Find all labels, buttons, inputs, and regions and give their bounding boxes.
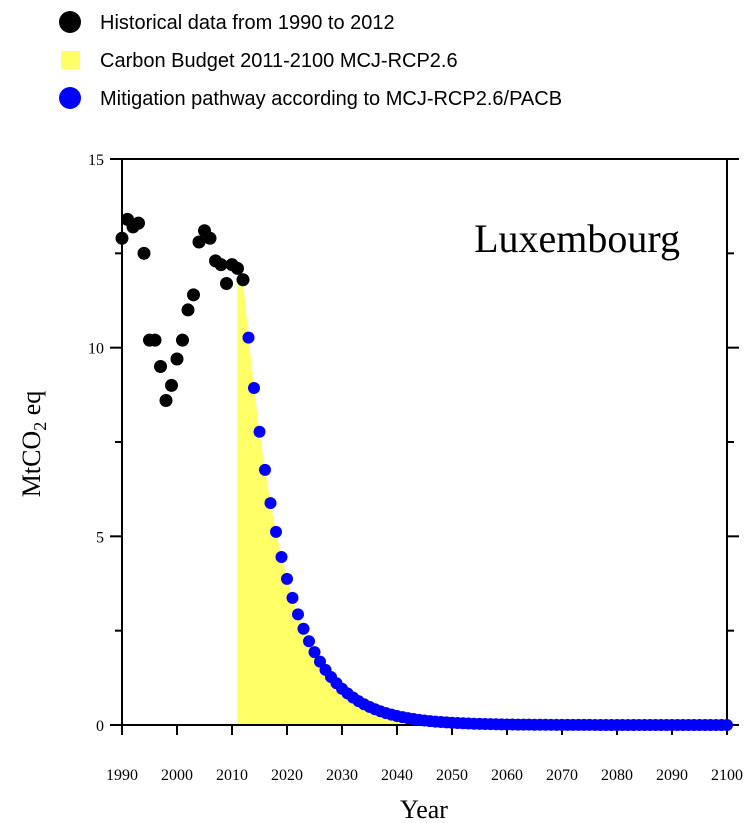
y-axis-title-main: MtCO xyxy=(17,431,46,497)
y-tick-label: 5 xyxy=(96,529,104,546)
carbon-budget-area xyxy=(237,279,727,725)
y-axis-title-suffix: eq xyxy=(17,391,46,422)
historical-point xyxy=(236,273,250,287)
historical-point xyxy=(115,231,129,245)
legend-marker-1 xyxy=(61,51,80,69)
y-tick-label: 15 xyxy=(88,152,104,169)
y-tick-label: 0 xyxy=(96,718,104,735)
historical-point xyxy=(214,258,228,272)
y-axis-title-subscript: 2 xyxy=(30,422,50,431)
x-tick-label: 2070 xyxy=(546,767,578,784)
legend-marker-2 xyxy=(59,87,81,109)
mitigation-point xyxy=(303,635,315,648)
x-tick-label: 2080 xyxy=(601,767,633,784)
legend: Historical data from 1990 to 2012 Carbon … xyxy=(59,11,562,110)
historical-point xyxy=(203,231,217,245)
x-tick-label: 2050 xyxy=(436,767,468,784)
points-layer xyxy=(115,212,733,731)
legend-label-1: Carbon Budget 2011-2100 MCJ-RCP2.6 xyxy=(100,50,458,72)
mitigation-point xyxy=(253,425,266,438)
historical-point xyxy=(132,216,145,230)
x-tick-label: 2010 xyxy=(216,767,248,784)
text-layer: 1990 2000 2010 2020 2030 2040 2050 2060 2070 2080… xyxy=(17,152,743,823)
mitigation-point xyxy=(248,381,260,394)
carbon-budget-area-layer xyxy=(237,279,727,725)
historical-point xyxy=(181,303,195,317)
y-axis-title: MtCO2 eq xyxy=(17,391,50,498)
x-axis-title: Year xyxy=(400,795,448,823)
mitigation-point xyxy=(297,622,310,635)
mitigation-point xyxy=(281,572,293,585)
x-tick-label: 1990 xyxy=(106,767,138,784)
y-tick-label: 10 xyxy=(88,341,104,358)
mitigation-point xyxy=(242,331,255,344)
mitigation-point xyxy=(308,646,321,659)
legend-label-0: Historical data from 1990 to 2012 xyxy=(100,12,395,34)
mitigation-point xyxy=(275,551,288,564)
legend-marker-0 xyxy=(59,11,81,33)
historical-point xyxy=(220,277,233,291)
mitigation-point xyxy=(286,591,299,604)
chart-annotation: Luxembourg xyxy=(474,216,680,261)
historical-point xyxy=(170,352,184,366)
x-tick-label: 2060 xyxy=(491,767,523,784)
x-tick-label: 2100 xyxy=(711,767,743,784)
x-tick-label: 2020 xyxy=(271,767,303,784)
historical-point xyxy=(137,246,151,260)
historical-point xyxy=(154,360,167,374)
mitigation-point xyxy=(721,718,733,731)
historical-point xyxy=(165,378,178,392)
historical-point xyxy=(176,333,189,347)
x-tick-label: 2090 xyxy=(656,767,688,784)
x-tick-label: 2040 xyxy=(381,767,413,784)
historical-point xyxy=(231,261,244,275)
x-tick-label: 2030 xyxy=(326,767,358,784)
historical-point xyxy=(192,235,206,249)
mitigation-point xyxy=(264,497,277,510)
mitigation-point xyxy=(270,525,282,538)
mitigation-point xyxy=(292,608,304,621)
historical-point xyxy=(148,333,162,347)
legend-label-2: Mitigation pathway according to MCJ-RCP2… xyxy=(100,88,562,110)
mitigation-point xyxy=(259,463,271,476)
historical-point xyxy=(159,393,173,407)
x-tick-label: 2000 xyxy=(161,767,193,784)
historical-point xyxy=(187,288,200,302)
